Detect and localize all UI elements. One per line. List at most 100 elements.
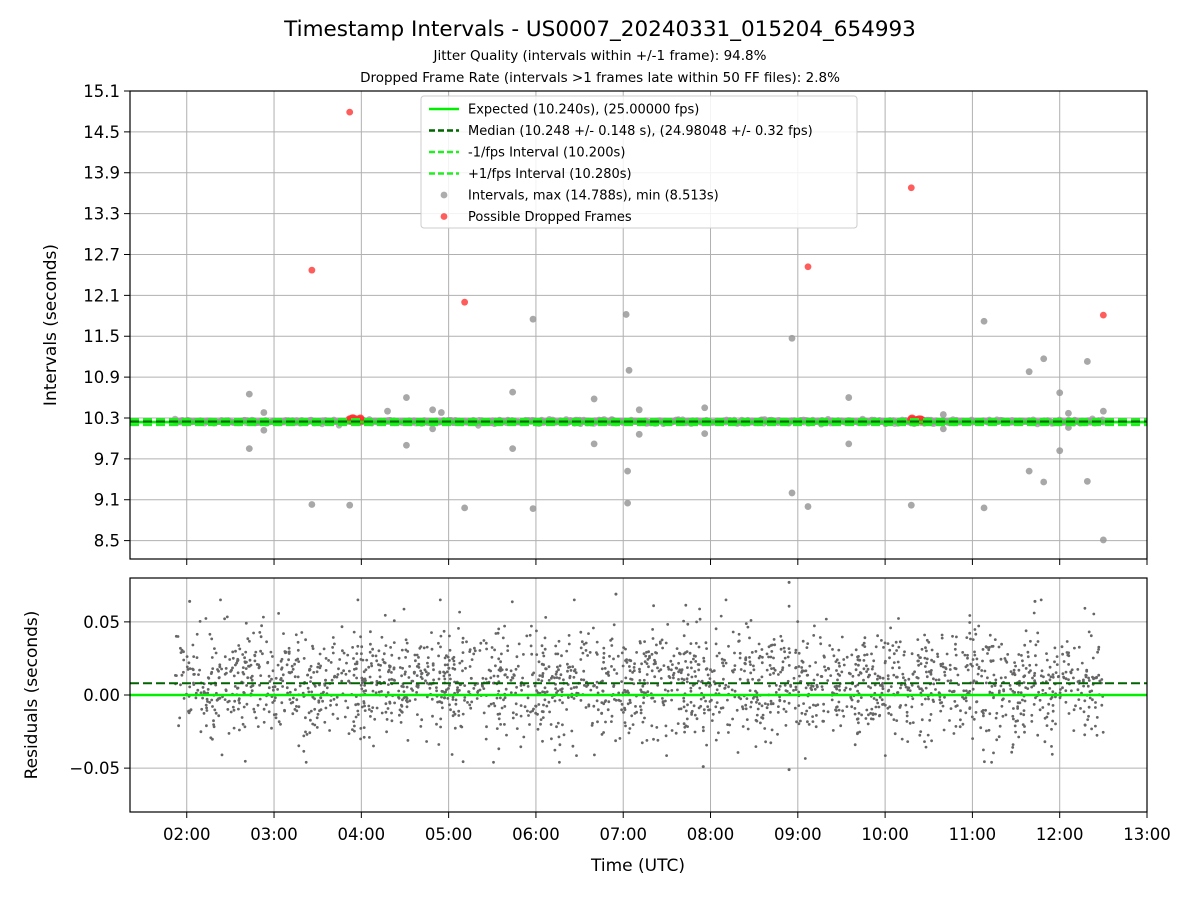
residual-point [540, 679, 544, 683]
residual-point [821, 688, 824, 691]
residual-point [335, 695, 339, 699]
residual-point [851, 674, 855, 678]
residual-point [689, 642, 693, 645]
residual-point [650, 696, 653, 700]
residual-point [195, 656, 199, 659]
residual-point [784, 724, 788, 727]
residual-point [457, 714, 461, 717]
residual-point [1076, 688, 1080, 692]
residual-point [400, 710, 403, 713]
residual-point [1076, 668, 1080, 671]
residual-point [218, 663, 222, 667]
residual-point [972, 717, 976, 721]
residual-point [1034, 654, 1037, 658]
residual-point [1055, 655, 1059, 658]
residual-point [715, 688, 719, 692]
residual-point [408, 699, 412, 703]
residual-point [353, 667, 356, 671]
residual-point [938, 698, 942, 702]
residual-point [279, 722, 282, 726]
residual-point [476, 690, 479, 694]
residual-point [837, 648, 841, 652]
residual-point [209, 736, 213, 740]
residual-point [197, 673, 200, 676]
residual-point [834, 708, 837, 712]
legend-plus-interval-label: +1/fps Interval (10.280s) [468, 167, 632, 182]
residual-point [679, 707, 683, 711]
residual-point [690, 666, 693, 670]
residual-point [714, 627, 718, 631]
residual-point [422, 646, 426, 650]
residual-point [1011, 672, 1014, 676]
residual-point [454, 702, 458, 706]
residual-point [923, 740, 926, 743]
residual-point [678, 651, 681, 655]
residual-point [1011, 746, 1015, 749]
residual-point [595, 699, 599, 703]
residual-point [500, 706, 504, 710]
residual-point [990, 760, 993, 764]
residual-point [295, 698, 299, 702]
residual-point [642, 696, 646, 699]
residual-point [800, 670, 804, 674]
residual-point [1017, 668, 1021, 672]
residual-point [390, 711, 393, 715]
residual-point [506, 644, 510, 648]
residual-point [920, 647, 924, 651]
residual-point [856, 689, 859, 693]
interval-outlier-point [624, 499, 631, 507]
residual-point [835, 713, 839, 717]
residual-point [1082, 680, 1085, 683]
residual-point [490, 655, 494, 659]
residual-point [1050, 752, 1054, 756]
residual-point [445, 688, 448, 692]
residual-point [741, 725, 745, 728]
residual-point [505, 668, 508, 671]
residual-point [736, 751, 740, 754]
residual-point [510, 600, 514, 604]
residual-point [259, 649, 262, 653]
residual-point [842, 658, 846, 661]
residual-point [492, 760, 495, 764]
residual-point [438, 670, 442, 674]
residual-point [566, 669, 569, 673]
residual-point [519, 745, 523, 749]
residual-point [704, 667, 708, 671]
residual-point [458, 661, 462, 665]
residual-point [806, 683, 810, 687]
residual-point [954, 642, 957, 646]
residual-point [886, 642, 890, 645]
residual-point [653, 700, 657, 703]
residual-point [865, 664, 868, 668]
residual-point [347, 732, 351, 735]
residual-point [287, 671, 291, 674]
top-y-tick-label: 12.1 [83, 286, 120, 305]
residual-point [493, 648, 496, 652]
residual-point [862, 659, 866, 662]
residual-point [648, 656, 651, 660]
residual-point [1022, 709, 1026, 712]
residual-point [869, 686, 872, 690]
residual-point [234, 649, 237, 653]
residual-point [558, 664, 562, 668]
residual-point [638, 670, 642, 674]
residual-point [1014, 664, 1017, 668]
residual-point [857, 658, 861, 662]
residual-point [380, 711, 384, 715]
residual-point [579, 630, 583, 634]
residual-point [650, 669, 654, 673]
residual-point [555, 691, 558, 695]
residual-point [923, 633, 926, 637]
residual-point [292, 696, 295, 700]
residual-point [605, 671, 608, 675]
residual-point [496, 631, 500, 635]
residual-point [602, 660, 605, 664]
interval-outlier-point [624, 467, 631, 475]
residual-point [808, 664, 812, 668]
residual-point [415, 674, 419, 677]
residual-point [583, 684, 586, 687]
residual-point [632, 682, 636, 686]
residual-point [718, 710, 721, 714]
residual-point [443, 696, 446, 700]
residual-point [188, 599, 192, 603]
